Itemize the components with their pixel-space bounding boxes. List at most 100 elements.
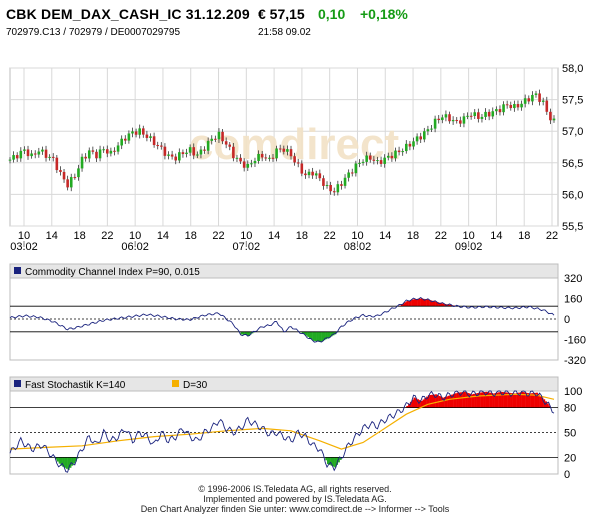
stochastic-oversold-fill xyxy=(332,457,335,467)
candle-body xyxy=(473,112,477,116)
d-legend-swatch xyxy=(172,380,179,387)
candle-body xyxy=(412,141,415,147)
candle-body xyxy=(469,115,473,117)
stochastic-overbought-fill xyxy=(463,391,466,408)
candle-body xyxy=(12,155,15,160)
x-hour-tick-label: 18 xyxy=(73,230,85,242)
stochastic-overbought-fill xyxy=(415,398,418,408)
x-hour-tick-label: 14 xyxy=(46,230,58,242)
chart-analyzer-link-text: Den Chart Analyzer finden Sie unter: www… xyxy=(140,504,450,514)
x-date-tick-label: 03.02 xyxy=(10,241,38,253)
candle-body xyxy=(257,153,260,161)
candle-body xyxy=(62,171,66,180)
cci-overbought-fill xyxy=(406,301,409,307)
stochastic-overbought-fill xyxy=(546,403,549,408)
stochastic-overbought-fill xyxy=(535,392,538,408)
instrument-ids: 702979.C13 / 702979 / DE0007029795 xyxy=(6,27,181,38)
cci-overbought-fill xyxy=(433,301,436,307)
x-hour-tick-label: 18 xyxy=(296,230,308,242)
candle-body xyxy=(156,145,160,147)
stochastic-overbought-fill xyxy=(548,405,551,408)
candle-body xyxy=(120,138,123,146)
powered-by-text: Implemented and powered by IS.Teledata A… xyxy=(203,494,387,504)
candle-body xyxy=(113,150,116,152)
candle-body xyxy=(448,114,451,122)
stochastic-y-tick-label: 100 xyxy=(564,386,582,398)
stochastic-oversold-fill xyxy=(76,457,79,459)
candle-body xyxy=(41,149,44,152)
candle-body xyxy=(289,149,293,157)
candle-body xyxy=(98,149,102,159)
stochastic-overbought-fill xyxy=(525,392,528,408)
candle-body xyxy=(152,136,156,146)
footer: © 1996-2006 IS.Teledata AG, all rights r… xyxy=(0,484,590,514)
candle-body xyxy=(390,155,394,159)
cci-oversold-fill xyxy=(307,331,310,337)
stochastic-oversold-fill xyxy=(74,457,77,462)
candle-body xyxy=(394,150,397,159)
candle-body xyxy=(329,185,332,192)
stochastic-overbought-fill xyxy=(503,392,506,408)
cci-overbought-fill xyxy=(436,302,439,307)
candle-body xyxy=(105,149,109,154)
cci-overbought-fill xyxy=(404,302,407,307)
cci-overbought-fill xyxy=(426,299,429,307)
cci-oversold-fill xyxy=(242,331,245,335)
stochastic-oversold-fill xyxy=(330,457,333,466)
candle-body xyxy=(462,116,466,124)
stochastic-y-tick-label: 20 xyxy=(564,452,576,464)
candle-body xyxy=(69,177,73,188)
candle-body xyxy=(350,172,354,174)
cci-y-tick-label: 0 xyxy=(564,314,570,326)
y-tick-label: 55,5 xyxy=(562,221,583,233)
candle-body xyxy=(487,111,491,117)
candle-body xyxy=(73,177,77,179)
cci-overbought-fill xyxy=(438,302,441,307)
candle-body xyxy=(55,157,59,171)
stochastic-oversold-fill xyxy=(71,457,74,466)
cci-oversold-fill xyxy=(330,331,333,337)
candle-body xyxy=(232,146,235,159)
candle-body xyxy=(459,120,462,124)
candle-body xyxy=(77,168,80,178)
stochastic-overbought-fill xyxy=(408,403,411,408)
copyright-text: © 1996-2006 IS.Teledata AG, all rights r… xyxy=(198,484,392,494)
candle-body xyxy=(224,141,228,145)
cci-oversold-fill xyxy=(318,331,321,342)
candle-body xyxy=(264,157,268,159)
candle-body xyxy=(404,143,408,152)
candle-body xyxy=(466,115,469,117)
stochastic-overbought-fill xyxy=(476,393,479,408)
candle-body xyxy=(239,157,242,162)
cci-oversold-fill xyxy=(312,331,315,341)
stochastic-oversold-fill xyxy=(58,457,61,464)
cci-overbought-fill xyxy=(429,300,432,307)
candle-body xyxy=(513,104,516,109)
cci-y-tick-label: -160 xyxy=(564,335,586,347)
chart-svg: 10 14 18 22 10 14 18 22 10 14 18 22 10 14 18 22 10 14 18 22… xyxy=(8,63,586,481)
stochastic-overbought-fill xyxy=(429,394,432,408)
candle-body xyxy=(8,159,12,161)
stochastic-overbought-fill xyxy=(471,394,474,408)
stochastic-oversold-fill xyxy=(337,457,340,463)
candle-body xyxy=(174,156,178,161)
y-tick-label: 57,5 xyxy=(562,95,583,107)
stochastic-overbought-fill xyxy=(458,392,461,408)
cci-overbought-fill xyxy=(418,298,421,307)
stochastic-overbought-fill xyxy=(444,397,447,408)
cci-overbought-fill xyxy=(440,303,443,307)
cci-line xyxy=(9,296,555,343)
candle-body xyxy=(228,144,232,147)
cci-oversold-fill xyxy=(310,331,313,340)
candle-body xyxy=(509,104,513,109)
stochastic-overbought-fill xyxy=(490,393,493,408)
cci-overbought-fill xyxy=(427,299,430,307)
candle-body xyxy=(127,133,131,141)
cci-y-tick-label: -320 xyxy=(564,355,586,367)
cci-oversold-fill xyxy=(323,331,326,341)
candle-body xyxy=(275,148,278,159)
candle-body xyxy=(386,155,390,158)
stochastic-overbought-fill xyxy=(469,393,472,408)
candle-body xyxy=(95,151,98,159)
cci-overbought-fill xyxy=(431,300,434,307)
